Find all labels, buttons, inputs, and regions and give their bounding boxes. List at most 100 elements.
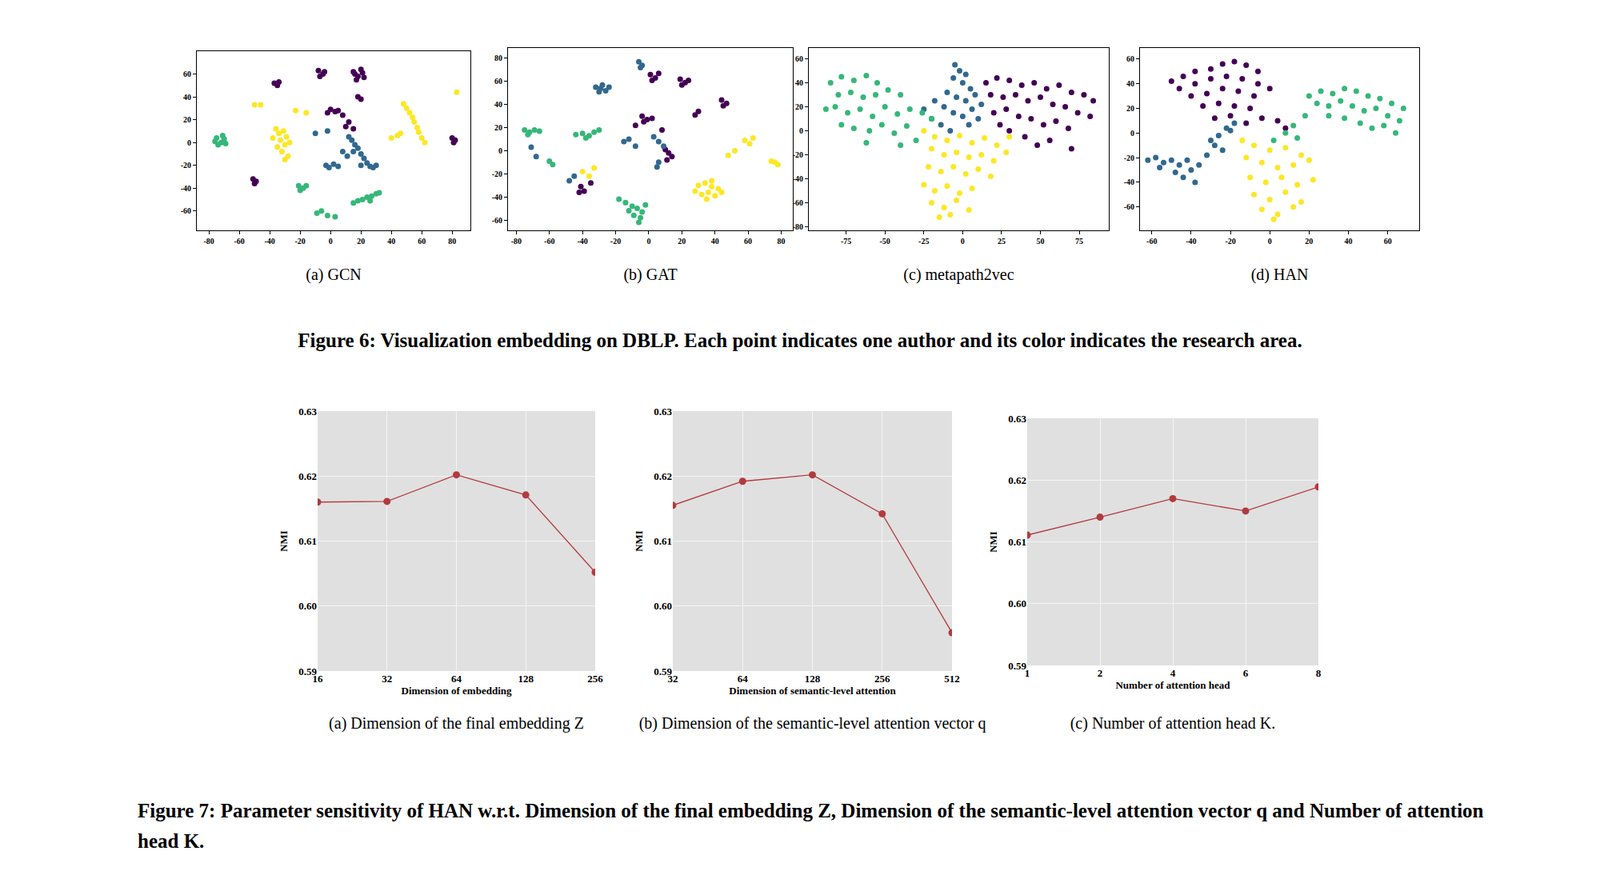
svg-text:60: 60 (417, 236, 426, 246)
svg-text:32: 32 (668, 672, 679, 685)
svg-text:-20: -20 (180, 160, 192, 170)
svg-text:Dimension of embedding: Dimension of embedding (401, 684, 512, 697)
svg-text:60: 60 (795, 54, 804, 64)
svg-text:-60: -60 (492, 216, 503, 225)
svg-text:512: 512 (944, 672, 960, 685)
svg-text:60: 60 (1126, 54, 1135, 64)
svg-text:40: 40 (1344, 236, 1353, 246)
svg-text:-20: -20 (1124, 153, 1135, 163)
svg-text:60: 60 (494, 76, 503, 86)
svg-text:60: 60 (183, 69, 192, 79)
svg-text:-60: -60 (1124, 202, 1135, 212)
html-text:Figure 7: Parameter sensitivit: Figure 7: Parameter sensitivity of HAN w… (137, 800, 1484, 852)
svg-text:0: 0 (187, 138, 192, 148)
svg-text:-40: -40 (264, 236, 276, 246)
svg-text:-40: -40 (576, 236, 588, 246)
svg-text:-20: -20 (1224, 236, 1236, 246)
svg-text:0.62: 0.62 (298, 470, 317, 483)
svg-text:-40: -40 (1124, 177, 1135, 187)
svg-text:64: 64 (451, 672, 463, 685)
svg-text:6: 6 (1243, 667, 1249, 680)
svg-text:-20: -20 (492, 169, 503, 179)
svg-text:-20: -20 (610, 236, 621, 246)
svg-text:40: 40 (711, 236, 720, 246)
svg-text:20: 20 (677, 236, 686, 246)
svg-text:64: 64 (737, 672, 749, 685)
svg-text:16: 16 (312, 672, 324, 685)
svg-text:1: 1 (1024, 667, 1031, 680)
svg-text:-40: -40 (180, 184, 192, 193)
svg-text:-80: -80 (792, 222, 804, 232)
svg-text:NMI: NMI (277, 530, 290, 552)
svg-text:0.61: 0.61 (653, 535, 672, 548)
svg-text:40: 40 (387, 236, 396, 246)
svg-text:0.63: 0.63 (298, 405, 317, 418)
svg-text:-60: -60 (544, 236, 555, 246)
svg-text:0: 0 (960, 236, 965, 246)
svg-text:20: 20 (356, 236, 365, 246)
svg-text:25: 25 (997, 236, 1006, 246)
svg-text:32: 32 (381, 672, 392, 685)
svg-text:40: 40 (1126, 79, 1135, 88)
svg-text:0.60: 0.60 (653, 600, 672, 612)
svg-text:50: 50 (1036, 236, 1045, 246)
svg-text:-80: -80 (204, 236, 215, 246)
svg-text:0.60: 0.60 (298, 600, 317, 612)
svg-text:128: 128 (518, 672, 535, 685)
svg-text:20: 20 (795, 102, 804, 112)
svg-text:0.61: 0.61 (298, 535, 317, 548)
svg-text:-60: -60 (792, 198, 804, 208)
svg-text:0.59: 0.59 (1008, 660, 1027, 672)
svg-text:-20: -20 (792, 150, 804, 160)
svg-text:-60: -60 (180, 206, 192, 216)
svg-text:0.62: 0.62 (1008, 474, 1027, 487)
svg-text:NMI: NMI (632, 530, 645, 552)
svg-text:NMI: NMI (987, 531, 1000, 553)
svg-text:256: 256 (587, 672, 604, 685)
svg-text:8: 8 (1316, 667, 1322, 680)
svg-text:80: 80 (448, 236, 456, 246)
svg-text:80: 80 (777, 236, 786, 246)
svg-text:0.63: 0.63 (653, 405, 672, 418)
svg-text:60: 60 (744, 236, 752, 246)
svg-text:-40: -40 (792, 174, 804, 184)
svg-text:-40: -40 (1185, 236, 1196, 246)
svg-text:60: 60 (1384, 236, 1392, 246)
html-text:Figure 6: Visualization embedd: Figure 6: Visualization embedding on DBL… (297, 329, 1303, 352)
svg-text:40: 40 (795, 78, 804, 88)
svg-text:4: 4 (1170, 667, 1176, 680)
svg-text:0.59: 0.59 (653, 665, 672, 678)
svg-text:0.63: 0.63 (1008, 412, 1027, 425)
svg-text:0: 0 (328, 236, 333, 246)
svg-text:0.60: 0.60 (1008, 597, 1027, 610)
svg-text:-80: -80 (511, 236, 522, 246)
svg-text:20: 20 (1126, 104, 1135, 113)
svg-text:-40: -40 (492, 192, 503, 202)
svg-text:0: 0 (1268, 236, 1272, 246)
svg-text:0: 0 (799, 126, 804, 136)
svg-text:0: 0 (646, 236, 651, 246)
svg-text:80: 80 (494, 53, 503, 63)
svg-text:0: 0 (1130, 128, 1135, 138)
svg-text:256: 256 (874, 672, 891, 685)
svg-text:Number of attention head: Number of attention head (1115, 679, 1231, 692)
svg-text:40: 40 (494, 100, 503, 109)
svg-text:Dimension of semantic-level at: Dimension of semantic-level attention (728, 684, 896, 697)
svg-text:0: 0 (498, 146, 503, 156)
svg-text:-60: -60 (234, 236, 245, 246)
svg-text:-50: -50 (880, 236, 891, 246)
svg-text:-20: -20 (295, 236, 306, 246)
svg-text:0.61: 0.61 (1008, 536, 1027, 548)
svg-text:2: 2 (1097, 667, 1104, 680)
svg-text:20: 20 (1304, 236, 1313, 246)
svg-text:-75: -75 (840, 236, 852, 246)
svg-text:0.59: 0.59 (298, 665, 317, 678)
svg-text:75: 75 (1075, 236, 1084, 246)
svg-text:20: 20 (494, 123, 503, 132)
svg-text:40: 40 (183, 92, 192, 102)
svg-text:128: 128 (804, 672, 821, 685)
svg-text:-60: -60 (1146, 236, 1157, 246)
svg-text:20: 20 (183, 115, 192, 124)
svg-text:0.62: 0.62 (653, 470, 672, 483)
svg-text:-25: -25 (918, 236, 929, 246)
